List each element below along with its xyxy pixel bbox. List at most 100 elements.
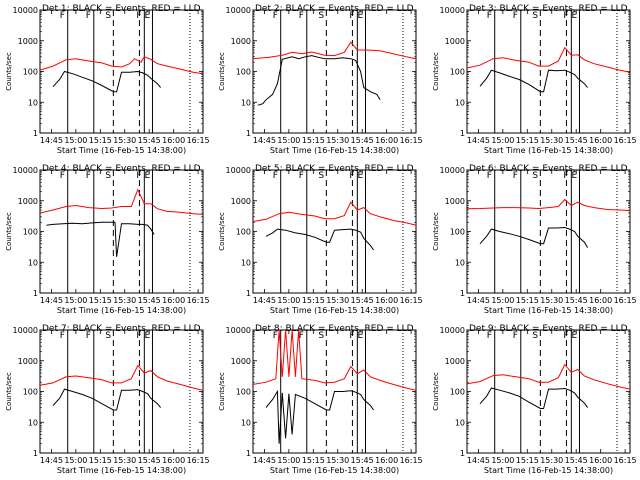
x-tick-label: 16:15 [400,136,423,145]
y-axis-label: Counts/sec [432,372,440,411]
x-tick-label: 14:45 [40,296,63,305]
x-axis-label: Start Time (16-Feb-15 14:38:00) [270,466,399,475]
y-tick-label: 10000 [226,166,251,175]
marker-letter: E [144,331,150,341]
marker-letter: F [60,171,65,181]
x-axis-label: Start Time (16-Feb-15 14:38:00) [484,466,613,475]
lld-series-line [467,198,630,212]
x-tick-label: 15:30 [113,136,136,145]
y-tick-label: 10000 [13,166,38,175]
marker-letter: S [532,331,538,341]
x-tick-label: 16:15 [187,296,210,305]
events-series-line [52,388,161,411]
x-tick-label: 15:30 [326,136,349,145]
marker-letter: F [513,11,518,21]
x-tick-label: 15:15 [89,296,112,305]
x-tick-label: 15:00 [491,136,514,145]
events-series-line [479,226,589,248]
panel-det-5: Det 5: BLACK = Events, RED = LLD 1 10 100 10… [218,164,423,315]
y-tick-label: 1 [460,289,465,298]
y-tick-label: 1 [246,289,251,298]
x-tick-label: 16:15 [187,456,210,465]
marker-letter: F [136,171,141,181]
x-tick-label: 15:15 [302,456,325,465]
x-tick-label: 15:00 [64,456,87,465]
x-tick-label: 15:15 [516,136,539,145]
y-tick-label: 100 [23,68,38,77]
marker-letter: S [318,331,324,341]
marker-letter: E [357,171,363,181]
x-tick-label: 15:45 [351,296,374,305]
events-series-line [479,69,588,93]
lld-series-line [40,56,203,75]
marker-letter: F [60,11,65,21]
marker-letter: F [513,331,518,341]
x-tick-label: 15:00 [277,296,300,305]
y-tick-label: 100 [236,68,251,77]
x-axis-label: Start Time (16-Feb-15 14:38:00) [57,466,186,475]
x-tick-label: 16:00 [589,296,612,305]
y-axis-label: Counts/sec [218,212,226,251]
marker-letter: F [563,331,568,341]
marker-letter: F [299,331,304,341]
x-tick-label: 15:00 [277,136,300,145]
panel-det-2: Det 2: BLACK = Events, RED = LLD 1 10 100 10… [218,4,423,155]
marker-letter: F [349,331,354,341]
lld-series-line [40,188,203,215]
x-axis-label: Start Time (16-Feb-15 14:38:00) [484,146,613,155]
y-tick-label: 1 [246,129,251,138]
panel-det-9: Det 9: BLACK = Events, RED = LLD 1 10 100 10… [432,324,637,475]
x-tick-label: 16:00 [162,296,185,305]
lld-series-line [467,46,630,73]
y-tick-label: 1000 [231,357,251,366]
y-tick-label: 10000 [13,6,38,15]
x-tick-label: 15:30 [540,296,563,305]
lld-series-line [467,363,630,390]
x-tick-label: 15:15 [302,296,325,305]
x-tick-label: 15:15 [302,136,325,145]
marker-letter: F [513,171,518,181]
x-tick-label: 15:45 [138,136,161,145]
marker-letter: F [136,331,141,341]
marker-letter: F [563,171,568,181]
x-tick-label: 16:15 [614,296,637,305]
y-axis-label: Counts/sec [218,372,226,411]
lld-series-line [40,364,203,391]
plot-frame [252,9,417,134]
y-tick-label: 10 [241,418,251,427]
plot-frame [466,329,631,454]
y-tick-label: 10 [28,418,38,427]
panel-det-3: Det 3: BLACK = Events, RED = LLD 1 10 100 10… [432,4,637,155]
panel-title: Det 2: BLACK = Events, RED = LLD [255,4,414,14]
x-tick-label: 14:45 [253,296,276,305]
x-tick-label: 14:45 [40,136,63,145]
panel-det-7: Det 7: BLACK = Events, RED = LLD 1 10 100 10… [5,324,210,475]
y-tick-label: 100 [23,228,38,237]
x-tick-label: 16:00 [589,456,612,465]
y-tick-label: 10000 [440,326,465,335]
x-tick-label: 16:15 [614,136,637,145]
y-tick-label: 1 [33,289,38,298]
y-tick-label: 100 [236,388,251,397]
marker-letter: E [571,11,577,21]
marker-letter: E [571,171,577,181]
marker-letter: E [144,171,150,181]
marker-letter: S [105,331,111,341]
x-tick-label: 14:45 [467,296,490,305]
x-tick-label: 15:00 [64,296,87,305]
x-tick-label: 16:00 [375,136,398,145]
x-tick-label: 15:30 [540,136,563,145]
events-series-line [265,228,375,251]
y-tick-label: 100 [236,228,251,237]
x-tick-label: 15:45 [351,456,374,465]
y-tick-label: 10000 [440,166,465,175]
x-tick-label: 15:00 [491,296,514,305]
x-tick-label: 15:00 [491,456,514,465]
x-tick-label: 15:45 [565,136,588,145]
x-axis-label: Start Time (16-Feb-15 14:38:00) [57,146,186,155]
x-tick-label: 14:45 [467,456,490,465]
panel-det-4: Det 4: BLACK = Events, RED = LLD 1 10 100 10… [5,164,210,315]
y-axis-label: Counts/sec [432,52,440,91]
y-tick-label: 10000 [13,326,38,335]
marker-letter: F [349,11,354,21]
